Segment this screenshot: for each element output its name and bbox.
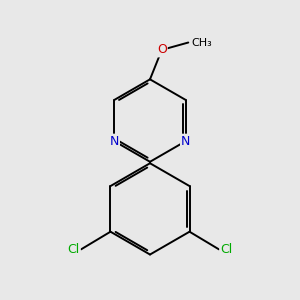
Text: Cl: Cl	[68, 243, 80, 256]
Text: N: N	[110, 135, 119, 148]
Text: Cl: Cl	[220, 243, 232, 256]
Text: CH₃: CH₃	[191, 38, 212, 47]
Text: O: O	[157, 44, 167, 56]
Text: N: N	[181, 135, 190, 148]
